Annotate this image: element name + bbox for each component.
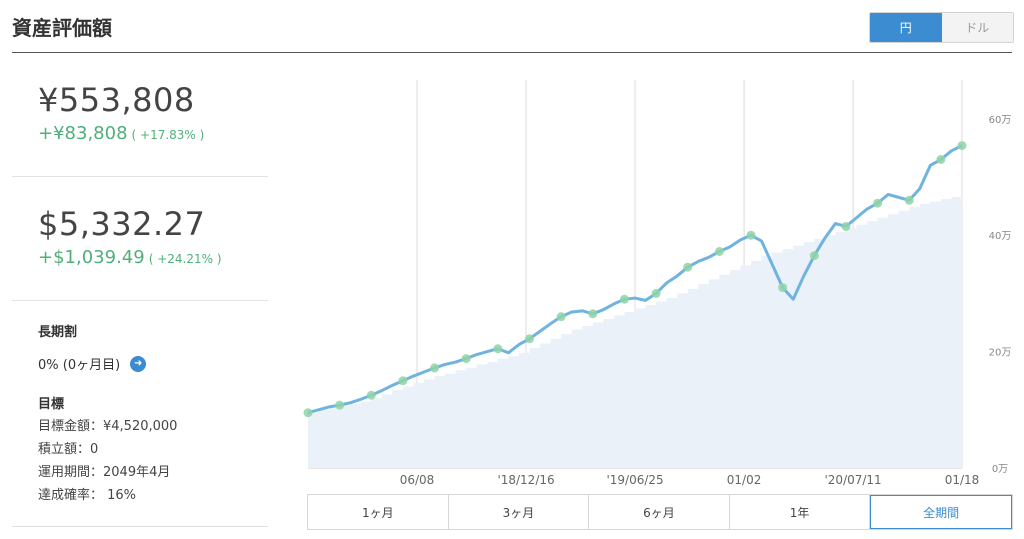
plan-summary: 長期割 0% (0ヶ月目) ➜ 目標 目標金額：¥4,520,000 積立額：0… bbox=[12, 301, 268, 527]
target-heading: 目標 bbox=[38, 397, 65, 412]
deposit-marker bbox=[957, 141, 967, 151]
jpy-summary: ¥553,808 +¥83,808( +17.83% ) bbox=[12, 53, 268, 177]
deposit-marker bbox=[683, 262, 693, 272]
deposit-marker bbox=[809, 251, 819, 261]
range-tab-6m[interactable]: 6ヶ月 bbox=[589, 495, 730, 529]
deposit-marker bbox=[651, 288, 661, 298]
achievement-probability: 達成確率： 16% bbox=[38, 488, 137, 503]
range-tabs: 1ヶ月 3ヶ月 6ヶ月 1年 全期間 bbox=[307, 494, 1013, 530]
x-tick-label: '19/06/25 bbox=[606, 473, 663, 487]
deposit-marker bbox=[335, 400, 345, 410]
range-tab-all[interactable]: 全期間 bbox=[870, 495, 1012, 529]
usd-summary: $5,332.27 +$1,039.49( +24.21% ) bbox=[12, 177, 268, 301]
x-tick-label: 06/08 bbox=[400, 473, 435, 487]
deposit-marker bbox=[904, 195, 914, 205]
deposit-marker bbox=[619, 294, 629, 304]
asset-chart: 06/08 '18/12/16 '19/06/25 01/02 '20/07/11 01/… bbox=[300, 70, 1024, 490]
x-tick-label: '20/07/11 bbox=[825, 473, 882, 487]
range-tab-1m[interactable]: 1ヶ月 bbox=[308, 495, 449, 529]
deposit-marker bbox=[778, 283, 788, 293]
usd-gain-row: +$1,039.49( +24.21% ) bbox=[38, 247, 268, 270]
header-divider bbox=[12, 52, 1012, 53]
long-term-value: 0% (0ヶ月目) bbox=[38, 358, 121, 373]
usd-gain-pct: ( +24.21% ) bbox=[148, 252, 222, 266]
deposit-marker bbox=[366, 390, 376, 400]
usd-value: $5,332.27 bbox=[38, 205, 206, 243]
jpy-gain-pct: ( +17.83% ) bbox=[131, 128, 205, 142]
y-tick-label: 60万 bbox=[989, 115, 1012, 126]
long-term-row: 0% (0ヶ月目) ➜ bbox=[38, 354, 268, 373]
y-tick-label: 0万 bbox=[992, 464, 1008, 475]
deposit-marker bbox=[873, 198, 883, 208]
principal-area bbox=[308, 194, 962, 468]
asset-chart-svg: 06/08 '18/12/16 '19/06/25 01/02 '20/07/11 01/… bbox=[303, 80, 1012, 487]
deposit-marker bbox=[556, 312, 566, 322]
investment-period: 運用期間：2049年4月 bbox=[38, 465, 171, 480]
deposit-marker bbox=[746, 230, 756, 240]
currency-yen-button[interactable]: 円 bbox=[870, 13, 942, 42]
deposit-marker bbox=[430, 363, 440, 373]
valuation-line bbox=[307, 144, 963, 415]
currency-dollar-button[interactable]: ドル bbox=[941, 13, 1013, 42]
accumulation-amount: 積立額：0 bbox=[38, 442, 99, 457]
deposit-marker bbox=[525, 334, 535, 344]
deposit-marker bbox=[493, 344, 503, 354]
deposit-marker bbox=[841, 221, 851, 231]
deposit-marker bbox=[714, 246, 724, 256]
target-amount: 目標金額：¥4,520,000 bbox=[38, 419, 178, 434]
deposit-marker bbox=[461, 354, 471, 364]
range-tab-3m[interactable]: 3ヶ月 bbox=[448, 495, 590, 529]
usd-gain: +$1,039.49 bbox=[38, 247, 145, 268]
long-term-heading: 長期割 bbox=[38, 325, 78, 340]
currency-toggle: 円 ドル bbox=[869, 12, 1014, 43]
jpy-gain: +¥83,808 bbox=[38, 123, 128, 144]
range-tab-1y[interactable]: 1年 bbox=[729, 495, 871, 529]
x-tick-label: 01/02 bbox=[727, 473, 762, 487]
jpy-value: ¥553,808 bbox=[38, 81, 195, 119]
page-title: 資産評価額 bbox=[12, 16, 112, 40]
deposit-marker bbox=[588, 309, 598, 319]
deposit-marker bbox=[303, 408, 313, 418]
x-tick-label: '18/12/16 bbox=[497, 473, 554, 487]
y-tick-label: 20万 bbox=[989, 348, 1012, 359]
x-tick-label: 01/18 bbox=[945, 473, 980, 487]
deposit-marker bbox=[936, 155, 946, 165]
arrow-right-icon[interactable]: ➜ bbox=[130, 355, 147, 372]
jpy-gain-row: +¥83,808( +17.83% ) bbox=[38, 123, 268, 146]
y-tick-label: 40万 bbox=[989, 231, 1012, 242]
deposit-marker bbox=[398, 376, 408, 386]
summary-panel: ¥553,808 +¥83,808( +17.83% ) $5,332.27 +… bbox=[12, 53, 268, 527]
